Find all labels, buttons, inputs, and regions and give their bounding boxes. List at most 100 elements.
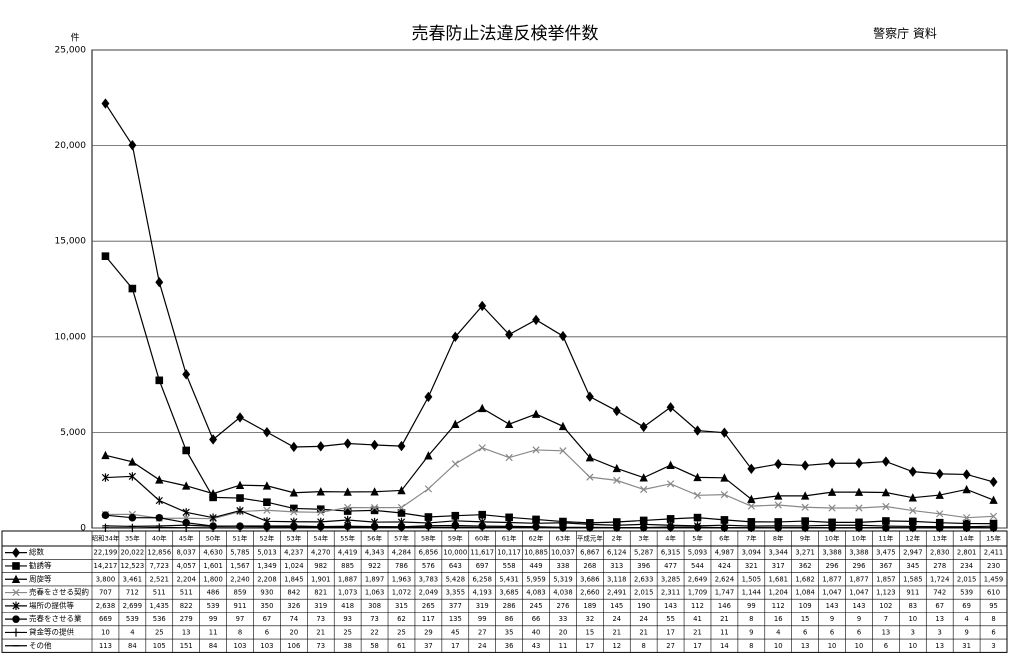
table-value: 362 [799, 562, 812, 570]
table-value: 84 [128, 642, 137, 650]
marker [478, 444, 486, 452]
table-value: 105 [153, 642, 166, 650]
marker [989, 476, 998, 488]
marker [909, 506, 917, 515]
x-tick-label: 50年 [206, 534, 221, 543]
table-value: 13 [182, 628, 191, 636]
marker [720, 427, 729, 438]
table-value: 143 [852, 602, 865, 610]
marker [235, 480, 245, 489]
table-value: 418 [341, 602, 354, 610]
table-value: 643 [449, 562, 462, 570]
table-value: 2,649 [688, 575, 707, 583]
x-tick-label: 54年 [313, 534, 328, 543]
marker [209, 434, 218, 445]
series-line [105, 447, 994, 520]
y-tick-label: 0 [80, 524, 86, 534]
table-value: 5,785 [230, 549, 249, 557]
table-value: 8,037 [176, 549, 195, 557]
table-value: 3,461 [123, 575, 142, 583]
table-value: 6 [803, 628, 807, 636]
table-value: 1,681 [769, 575, 788, 583]
marker [263, 498, 271, 507]
table-value: 36 [505, 642, 514, 650]
table-value: 2,830 [930, 549, 949, 557]
table-value: 58 [370, 642, 379, 650]
table-value: 7 [884, 615, 888, 623]
series-line [105, 407, 994, 501]
table-value: 4 [130, 628, 134, 636]
x-tick-label: 10年 [825, 534, 840, 543]
x-tick-label: 13年 [932, 534, 947, 543]
table-value: 576 [422, 562, 435, 570]
y-tick-label: 15,000 [55, 237, 87, 247]
table-value: 20,022 [120, 549, 144, 557]
table-value: 4,057 [176, 562, 195, 570]
x-tick-label: 2年 [611, 534, 622, 543]
marker [666, 460, 675, 469]
legend-entry: 貸金等の提供 [5, 626, 74, 637]
table-value: 22 [370, 628, 379, 636]
marker [585, 391, 594, 402]
table-value: 5,013 [257, 549, 276, 557]
table-value: 2,240 [230, 575, 249, 583]
marker [128, 139, 137, 151]
table-value: 4,237 [284, 549, 303, 557]
marker [451, 460, 459, 468]
x-tick-label: 7年 [746, 534, 757, 543]
table-value: 6,856 [419, 549, 438, 557]
marker [155, 496, 163, 505]
table-value: 2,638 [96, 602, 115, 610]
marker [639, 421, 648, 433]
table-value: 268 [583, 562, 596, 570]
table-value: 1,349 [257, 562, 276, 570]
marker [343, 507, 352, 515]
table-value: 6,315 [661, 549, 680, 557]
table-value: 6 [991, 628, 995, 636]
table-value: 12 [612, 642, 621, 650]
marker [155, 513, 164, 522]
table-value: 2,491 [607, 589, 626, 597]
table-value: 1,204 [769, 589, 788, 597]
legend-entry: 場所の提供等 [5, 600, 74, 611]
table-value: 3,388 [822, 549, 841, 557]
marker [128, 284, 137, 293]
table-value: 319 [314, 602, 327, 610]
table-value: 6 [857, 628, 861, 636]
table-value: 62 [397, 615, 406, 623]
table-value: 21 [612, 628, 621, 636]
table-value: 930 [260, 589, 273, 597]
marker [612, 405, 621, 417]
table-value: 145 [610, 602, 623, 610]
x-tick-label: 3年 [638, 534, 649, 543]
marker [693, 513, 702, 522]
marker [424, 485, 433, 493]
table-value: 84 [209, 642, 218, 650]
table-value: 1,857 [876, 575, 895, 583]
table-value: 922 [368, 562, 381, 570]
legend-label: 貸金等の提供 [29, 626, 74, 636]
table-value: 11 [209, 628, 218, 636]
table-value: 29 [424, 628, 433, 636]
table-value: 41 [693, 615, 702, 623]
marker [666, 402, 675, 413]
table-value: 61 [397, 642, 406, 650]
table-value: 1,435 [150, 602, 169, 610]
table-value: 2,947 [903, 549, 922, 557]
marker [693, 472, 702, 482]
table-value: 276 [556, 602, 569, 610]
table-value: 424 [718, 562, 731, 570]
table-value: 859 [234, 589, 247, 597]
table-value: 1,063 [365, 589, 384, 597]
legend-entry: 勧誘等 [5, 560, 52, 570]
table-value: 4,630 [203, 549, 222, 557]
table-value: 1,897 [365, 575, 384, 583]
table-value: 67 [935, 602, 944, 610]
marker [128, 472, 136, 481]
table-value: 2,624 [715, 575, 734, 583]
marker [101, 511, 110, 520]
table-value: 135 [449, 615, 462, 623]
y-unit: 件 [70, 32, 79, 44]
legend-label: 勧誘等 [29, 560, 52, 570]
marker [908, 493, 917, 502]
